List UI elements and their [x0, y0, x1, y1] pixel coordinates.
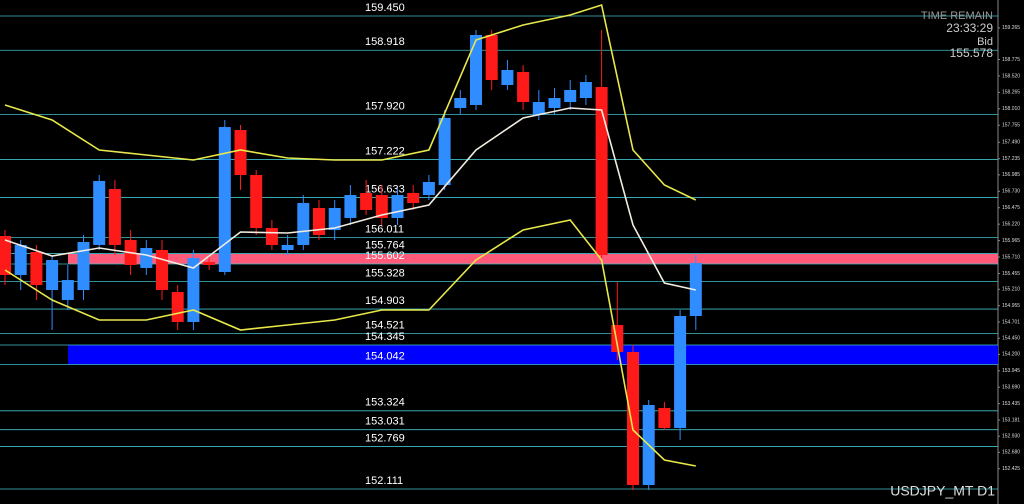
- y-tick-label: 156.730: [1002, 189, 1020, 195]
- level-label: 155.328: [365, 268, 405, 280]
- candle-body: [140, 248, 153, 268]
- bid-label: Bid: [977, 36, 993, 48]
- y-tick-label: 159.265: [1002, 25, 1020, 31]
- candle-body: [61, 280, 74, 301]
- candle-body: [595, 87, 608, 256]
- candle-body: [470, 34, 482, 105]
- candle-body: [391, 195, 404, 218]
- candle-body: [658, 407, 671, 429]
- y-tick-label: 157.490: [1002, 140, 1020, 146]
- candle-body: [517, 71, 530, 103]
- level-label: 154.042: [365, 350, 405, 362]
- candle-body: [674, 315, 687, 429]
- y-tick-label: 156.220: [1002, 221, 1020, 227]
- candle-body: [564, 89, 577, 103]
- symbol: USDJPY_MT D1: [890, 483, 995, 499]
- candle-body: [297, 203, 310, 245]
- level-label: 157.920: [365, 100, 405, 112]
- y-tick-label: 154.450: [1002, 336, 1020, 342]
- candle-body: [234, 129, 247, 175]
- overlay-line: [4, 3, 697, 201]
- candle-body: [328, 207, 341, 231]
- level-label: 155.764: [365, 239, 405, 251]
- level-label: 154.345: [365, 331, 405, 343]
- y-tick-label: 152.425: [1002, 466, 1020, 472]
- level-label: 156.011: [365, 224, 404, 236]
- y-tick-label: 156.475: [1002, 205, 1020, 211]
- level-label: 154.521: [365, 320, 405, 332]
- candle-body: [281, 244, 294, 251]
- level-label: 158.918: [365, 36, 405, 48]
- y-tick-label: 158.775: [1002, 57, 1020, 63]
- candle-body: [548, 98, 561, 109]
- candle-body: [30, 252, 43, 285]
- candle-body: [422, 182, 435, 196]
- candle-body: [93, 180, 106, 245]
- candle-body: [108, 189, 121, 245]
- candle-body: [627, 352, 639, 485]
- y-tick-label: 158.520: [1002, 73, 1020, 79]
- candle-body: [375, 195, 388, 218]
- y-tick-label: 152.680: [1002, 450, 1020, 456]
- candle-body: [250, 174, 263, 229]
- y-tick-label: 153.435: [1002, 401, 1020, 407]
- y-tick-label: 157.235: [1002, 156, 1020, 162]
- y-tick-label: 153.690: [1002, 385, 1020, 391]
- candle-body: [0, 236, 11, 276]
- candle-body: [454, 98, 467, 109]
- y-tick-label: 156.985: [1002, 172, 1020, 178]
- level-label: 159.450: [365, 2, 405, 14]
- candle-body: [485, 34, 498, 80]
- candle-body: [407, 193, 420, 204]
- candle-body: [579, 81, 592, 99]
- y-tick-label: 154.200: [1002, 352, 1020, 358]
- y-tick-label: 158.265: [1002, 90, 1020, 96]
- y-tick-label: 152.930: [1002, 434, 1020, 440]
- y-tick-label: 158.010: [1002, 106, 1020, 112]
- overlay-line: [4, 219, 696, 467]
- candle-body: [187, 257, 200, 322]
- level-label: 152.111: [365, 475, 403, 487]
- level-label: 157.222: [365, 145, 405, 157]
- zone: [68, 345, 998, 365]
- candle-body: [14, 244, 27, 276]
- level-label: 153.031: [365, 416, 405, 428]
- candle-body: [438, 118, 451, 186]
- y-tick-label: 155.210: [1002, 287, 1020, 293]
- y-tick-label: 154.701: [1002, 319, 1020, 325]
- zone: [68, 253, 998, 264]
- level-label: 156.633: [365, 183, 405, 195]
- y-tick-label: 157.755: [1002, 123, 1020, 129]
- candle-body: [532, 102, 545, 115]
- timer-label: TIME REMAIN: [921, 10, 993, 22]
- y-tick-label: 153.945: [1002, 368, 1020, 374]
- level-label: 153.324: [365, 397, 405, 409]
- candle-body: [218, 127, 231, 272]
- candle-body: [344, 195, 357, 218]
- level-label: 154.903: [365, 295, 405, 307]
- plot: 159.450 158.918 157.920 157.222 156.633 156.0…: [0, 2, 1020, 491]
- bid: 155.578: [950, 46, 994, 60]
- candle-body: [313, 207, 325, 235]
- candle-body: [46, 259, 59, 291]
- y-tick-label: 153.181: [1002, 417, 1020, 423]
- candle-body: [156, 250, 168, 291]
- y-tick-label: 155.710: [1002, 254, 1020, 260]
- candle-body: [171, 292, 184, 322]
- candle-body: [360, 193, 373, 210]
- candle-body: [77, 242, 90, 291]
- overlay-line: [4, 107, 696, 291]
- level-label: 155.602: [365, 250, 405, 262]
- candle-body: [265, 228, 278, 245]
- level-label: 152.769: [365, 432, 405, 444]
- candle-body: [501, 69, 514, 86]
- timer: 23:33:29: [946, 21, 993, 35]
- candle-body: [203, 261, 216, 266]
- y-tick-label: 155.455: [1002, 271, 1020, 277]
- y-tick-label: 155.965: [1002, 238, 1020, 244]
- y-tick-label: 154.955: [1002, 303, 1020, 309]
